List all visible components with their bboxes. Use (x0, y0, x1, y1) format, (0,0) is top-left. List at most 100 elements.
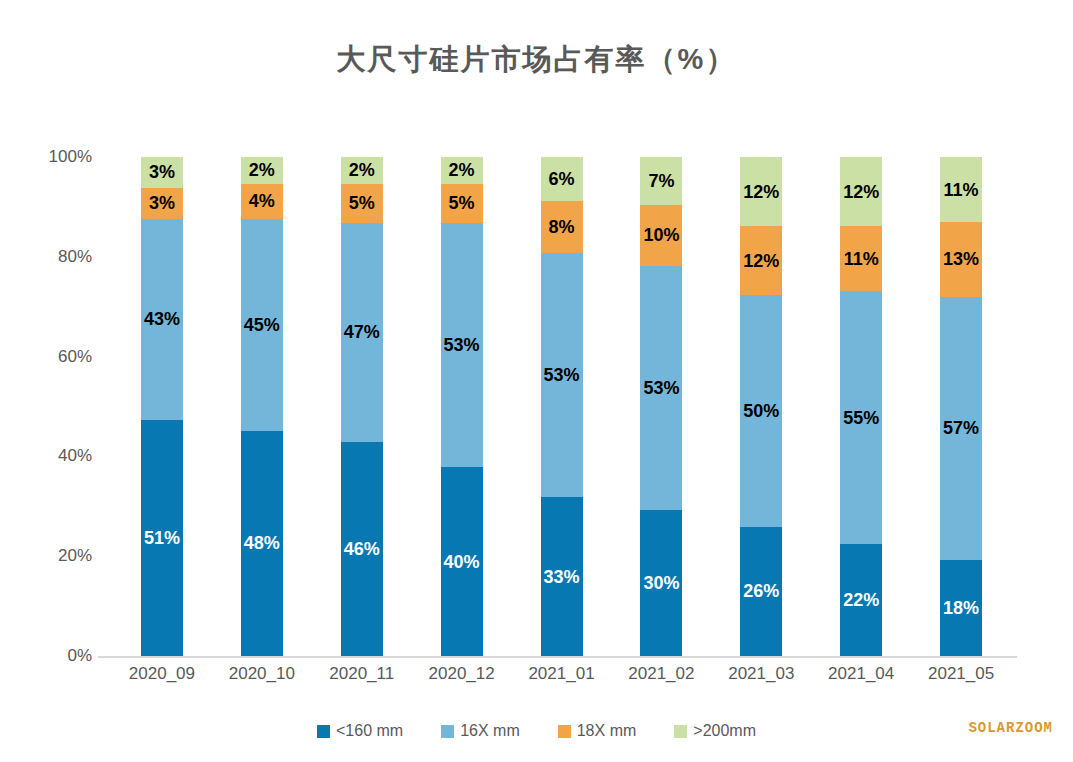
bar-segment: 11% (840, 226, 882, 291)
bar-segment: 18% (940, 560, 982, 656)
legend-label: >200mm (693, 722, 756, 740)
stacked-bar: 18% 57% 13% 11% (940, 157, 982, 656)
y-tick-label: 0% (67, 646, 92, 666)
bar-slot: 26% 50% 12% 12% (711, 157, 811, 656)
bar-segment: 53% (541, 253, 583, 497)
bar-segment-label: 53% (543, 366, 579, 384)
legend-item: 16X mm (441, 722, 520, 740)
bar-segment: 48% (241, 431, 283, 656)
legend-label: 18X mm (577, 722, 637, 740)
bar-segment: 6% (541, 157, 583, 201)
bar-segment-label: 22% (843, 591, 879, 609)
x-tick-label: 2020_12 (412, 664, 512, 684)
bar-segment: 5% (341, 184, 383, 223)
bar-segment: 2% (241, 157, 283, 184)
bar-segment: 33% (541, 497, 583, 656)
bar-segment-label: 55% (843, 409, 879, 427)
y-tick-label: 80% (58, 247, 92, 267)
stacked-bar: 30% 53% 10% 7% (640, 157, 682, 656)
bar-segment: 55% (840, 291, 882, 544)
bar-segment: 30% (640, 510, 682, 656)
bar-segment: 11% (940, 157, 982, 222)
bar-segment-label: 57% (943, 419, 979, 437)
x-tick-label: 2020_11 (312, 664, 412, 684)
bar-segment-label: 43% (144, 310, 180, 328)
bar-segment-label: 26% (743, 582, 779, 600)
stacked-bar: 26% 50% 12% 12% (740, 157, 782, 656)
y-tick-label: 60% (58, 347, 92, 367)
bar-segment-label: 12% (743, 252, 779, 270)
y-tick-label: 20% (58, 546, 92, 566)
legend-item: 18X mm (558, 722, 637, 740)
bar-segment: 4% (241, 184, 283, 219)
bar-slot: 48% 45% 4% 2% (212, 157, 312, 656)
stacked-bar: 46% 47% 5% 2% (341, 157, 383, 656)
bar-segment: 7% (640, 157, 682, 205)
bar-segment-label: 51% (144, 529, 180, 547)
bar-segment: 12% (740, 226, 782, 295)
x-tick-label: 2021_05 (911, 664, 1011, 684)
bar-segment: 22% (840, 544, 882, 656)
bar-segment-label: 8% (548, 218, 574, 236)
bar-segment-label: 3% (149, 194, 175, 212)
bar-segment-label: 10% (643, 226, 679, 244)
y-axis: 0%20%40%60%80%100% (0, 157, 104, 656)
stacked-bar: 48% 45% 4% 2% (241, 157, 283, 656)
bar-segment: 3% (141, 188, 183, 219)
bar-segment-label: 33% (543, 568, 579, 586)
legend-swatch (317, 725, 330, 738)
bar-segment: 12% (740, 157, 782, 226)
stacked-bar: 51% 43% 3% 3% (141, 157, 183, 656)
legend: <160 mm 16X mm 18X mm >200mm (0, 722, 1073, 740)
bar-segment: 26% (740, 527, 782, 656)
bar-segment-label: 18% (943, 599, 979, 617)
bar-segment-label: 5% (449, 194, 475, 212)
bar-segment: 47% (341, 223, 383, 442)
bar-segment-label: 2% (349, 161, 375, 179)
bar-segment-label: 11% (844, 250, 879, 268)
bar-segment-label: 45% (244, 316, 280, 334)
y-tick-label: 40% (58, 446, 92, 466)
bar-segment: 3% (141, 157, 183, 188)
chart-canvas: 大尺寸硅片市场占有率（%） 0%20%40%60%80%100% 51%43%3… (0, 0, 1073, 762)
bar-segment-label: 30% (643, 574, 679, 592)
bar-segment-label: 40% (444, 553, 480, 571)
bar-segment: 10% (640, 205, 682, 266)
legend-swatch (674, 725, 687, 738)
bar-segment-label: 6% (548, 170, 574, 188)
bar-segment-label: 12% (843, 183, 879, 201)
x-tick-label: 2021_04 (811, 664, 911, 684)
legend-item: <160 mm (317, 722, 403, 740)
x-tick-label: 2021_02 (611, 664, 711, 684)
x-tick-label: 2020_09 (112, 664, 212, 684)
x-tick-label: 2020_10 (212, 664, 312, 684)
legend-label: 16X mm (460, 722, 520, 740)
bar-segment-label: 53% (643, 379, 679, 397)
x-axis: 2020_092020_102020_112020_122021_012021_… (112, 664, 1011, 684)
legend-item: >200mm (674, 722, 756, 740)
bar-segment: 43% (141, 219, 183, 421)
bar-slot: 33% 53% 8% 6% (512, 157, 612, 656)
bar-segment-label: 47% (344, 323, 380, 341)
bar-segment-label: 11% (944, 181, 979, 199)
bar-segment-label: 7% (648, 172, 674, 190)
legend-swatch (441, 725, 454, 738)
bar-segment-label: 50% (743, 402, 779, 420)
bar-segment: 40% (441, 467, 483, 656)
y-tick-label: 100% (49, 147, 92, 167)
stacked-bar: 22% 55% 11% 12% (840, 157, 882, 656)
bar-slot: 18% 57% 13% 11% (911, 157, 1011, 656)
legend-label: <160 mm (336, 722, 403, 740)
bar-slot: 46% 47% 5% 2% (312, 157, 412, 656)
bar-segment: 8% (541, 201, 583, 253)
stacked-bar: 40%53%5%2% (441, 157, 483, 656)
x-axis-line (98, 656, 1017, 658)
bars-container: 51% 43% 3% 3% 48% 45% 4% 2% 46% 47% 5% 2% 40%53%5%2%… (112, 157, 1011, 656)
bar-segment-label: 4% (249, 192, 275, 210)
bar-segment: 5% (441, 184, 483, 223)
bar-segment: 57% (940, 297, 982, 561)
plot-area: 51% 43% 3% 3% 48% 45% 4% 2% 46% 47% 5% 2% 40%53%5%2%… (112, 157, 1011, 656)
bar-segment: 13% (940, 222, 982, 296)
bar-segment-label: 46% (344, 540, 380, 558)
bar-segment: 51% (141, 420, 183, 656)
